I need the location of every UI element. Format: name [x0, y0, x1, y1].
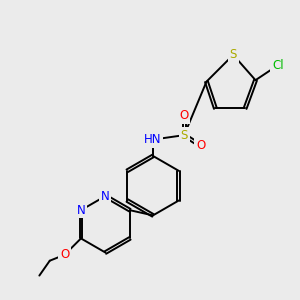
- Text: S: S: [181, 129, 188, 142]
- Text: O: O: [196, 139, 205, 152]
- Text: N: N: [101, 190, 110, 202]
- Text: O: O: [180, 109, 189, 122]
- Text: Cl: Cl: [272, 59, 284, 72]
- Text: O: O: [60, 248, 69, 261]
- Text: N: N: [76, 204, 85, 217]
- Text: S: S: [230, 48, 237, 62]
- Text: HN: HN: [144, 133, 162, 146]
